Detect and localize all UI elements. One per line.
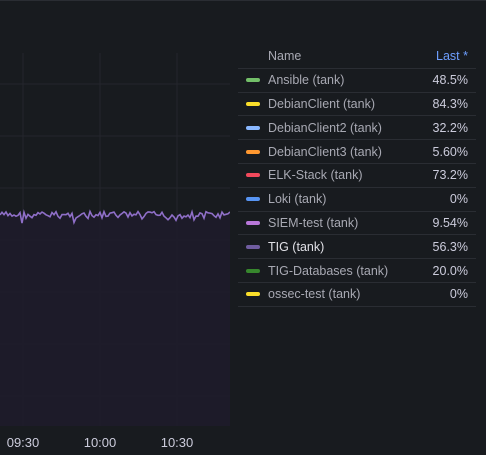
legend-row[interactable]: DebianClient2 (tank) 32.2% [238, 116, 476, 141]
legend-table: Name Last * Ansible (tank) 48.5% DebianCli… [238, 45, 476, 307]
series-color-swatch[interactable] [246, 244, 260, 249]
legend-row[interactable]: TIG (tank) 56.3% [238, 235, 476, 260]
legend-series-name[interactable]: DebianClient2 (tank) [268, 120, 382, 135]
legend-header-last[interactable]: Last * [436, 49, 468, 64]
legend-series-name[interactable]: TIG (tank) [268, 239, 325, 254]
legend-series-name[interactable]: ossec-test (tank) [268, 287, 361, 302]
legend-row[interactable]: SIEM-test (tank) 9.54% [238, 212, 476, 236]
legend-series-name[interactable]: DebianClient (tank) [268, 96, 375, 111]
legend-series-last-value: 0% [449, 192, 468, 207]
series-color-swatch[interactable] [246, 173, 260, 178]
legend-series-last-value: 5.60% [432, 144, 468, 159]
x-axis-tick-label: 10:00 [84, 435, 117, 450]
series-color-swatch[interactable] [246, 125, 260, 130]
legend-series-name[interactable]: ELK-Stack (tank) [268, 168, 363, 183]
legend-series-last-value: 84.3% [432, 96, 468, 111]
legend-series-last-value: 48.5% [432, 73, 468, 88]
legend-row[interactable]: DebianClient3 (tank) 5.60% [238, 140, 476, 164]
series-color-swatch[interactable] [246, 292, 260, 297]
legend-row[interactable]: TIG-Databases (tank) 20.0% [238, 259, 476, 283]
series-area-tig [0, 211, 230, 426]
legend-series-last-value: 20.0% [432, 263, 468, 278]
series-color-swatch[interactable] [246, 268, 260, 273]
legend-series-name[interactable]: Ansible (tank) [268, 73, 345, 88]
x-axis-tick-label: 09:30 [7, 435, 40, 450]
legend-series-name[interactable]: Loki (tank) [268, 192, 327, 207]
legend-row[interactable]: Ansible (tank) 48.5% [238, 69, 476, 93]
legend-series-name[interactable]: TIG-Databases (tank) [268, 263, 389, 278]
legend-header: Name Last * [238, 45, 476, 69]
series-color-swatch[interactable] [246, 101, 260, 106]
legend-row[interactable]: ossec-test (tank) 0% [238, 283, 476, 307]
chart-canvas[interactable]: 09:30 10:00 10:30 [0, 31, 230, 455]
legend-series-last-value: 0% [449, 287, 468, 302]
series-color-swatch[interactable] [246, 78, 260, 83]
x-axis-tick-label: 10:30 [161, 435, 194, 450]
legend-series-last-value: 32.2% [432, 120, 468, 135]
series-line-tig[interactable] [0, 209, 230, 226]
legend-row[interactable]: ELK-Stack (tank) 73.2% [238, 164, 476, 188]
legend-series-name[interactable]: SIEM-test (tank) [268, 215, 359, 230]
legend-header-name[interactable]: Name [268, 49, 302, 64]
legend-series-last-value: 9.54% [432, 215, 468, 230]
legend-series-last-value: 73.2% [432, 168, 468, 183]
series-color-swatch[interactable] [246, 149, 260, 154]
time-series-graph[interactable]: 09:30 10:00 10:30 [0, 31, 230, 455]
legend-row[interactable]: Loki (tank) 0% [238, 188, 476, 212]
legend-row[interactable]: DebianClient (tank) 84.3% [238, 93, 476, 117]
series-color-swatch[interactable] [246, 220, 260, 225]
legend-series-last-value: 56.3% [432, 239, 468, 254]
legend-series-name[interactable]: DebianClient3 (tank) [268, 144, 382, 159]
series-color-swatch[interactable] [246, 197, 260, 202]
